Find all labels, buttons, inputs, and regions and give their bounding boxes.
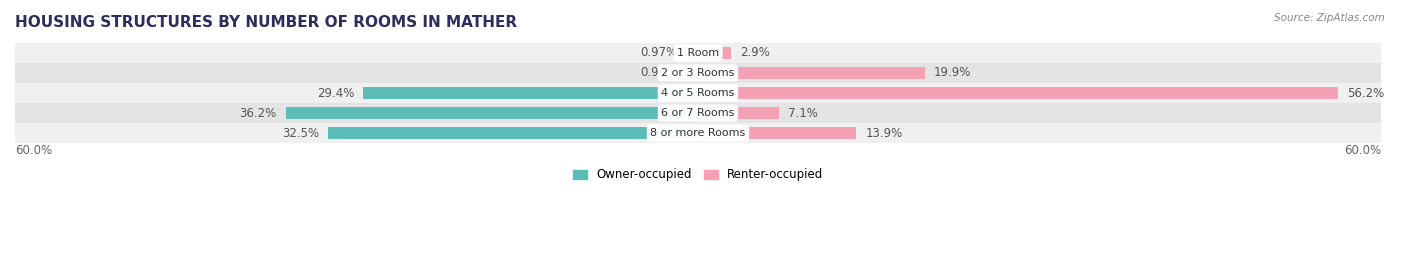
Text: 0.97%: 0.97% [641,66,678,79]
Bar [15,103,1381,123]
Bar [363,87,697,99]
Text: 36.2%: 36.2% [239,107,277,120]
Bar [15,83,1381,103]
Text: 1 Room: 1 Room [676,48,718,58]
Bar [688,67,697,79]
Bar [688,47,697,59]
Bar [697,107,779,119]
Text: 4 or 5 Rooms: 4 or 5 Rooms [661,88,735,98]
Text: 60.0%: 60.0% [15,144,52,157]
Text: 0.97%: 0.97% [641,47,678,59]
Bar [697,127,856,139]
Text: 8 or more Rooms: 8 or more Rooms [651,128,745,138]
Text: 7.1%: 7.1% [787,107,818,120]
Bar [697,47,731,59]
Bar [697,87,1337,99]
Bar [15,63,1381,83]
Text: 60.0%: 60.0% [1344,144,1381,157]
Bar [328,127,697,139]
Bar [15,43,1381,63]
Text: HOUSING STRUCTURES BY NUMBER OF ROOMS IN MATHER: HOUSING STRUCTURES BY NUMBER OF ROOMS IN… [15,15,517,30]
Bar [15,123,1381,143]
Text: 2.9%: 2.9% [740,47,770,59]
Legend: Owner-occupied, Renter-occupied: Owner-occupied, Renter-occupied [568,164,828,186]
Bar [285,107,697,119]
Text: 2 or 3 Rooms: 2 or 3 Rooms [661,68,735,78]
Text: 13.9%: 13.9% [865,127,903,140]
Text: Source: ZipAtlas.com: Source: ZipAtlas.com [1274,13,1385,23]
Text: 32.5%: 32.5% [281,127,319,140]
Text: 56.2%: 56.2% [1347,87,1384,100]
Text: 29.4%: 29.4% [316,87,354,100]
Bar [697,67,925,79]
Text: 19.9%: 19.9% [934,66,972,79]
Text: 6 or 7 Rooms: 6 or 7 Rooms [661,108,735,118]
